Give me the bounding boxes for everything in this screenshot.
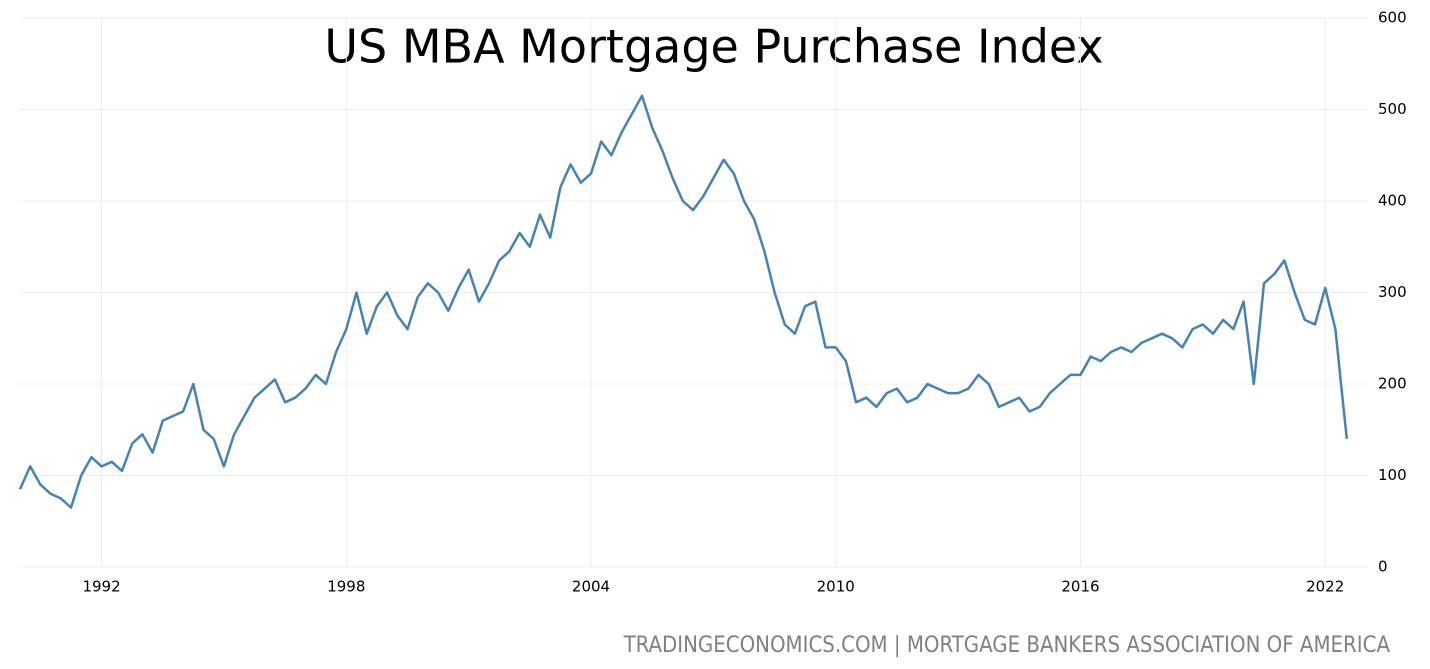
- x-tick-label: 2022: [1306, 578, 1344, 596]
- x-tick-label: 2010: [817, 578, 855, 596]
- y-tick-label: 100: [1378, 466, 1407, 484]
- y-tick-label: 400: [1378, 192, 1407, 210]
- y-tick-label: 0: [1378, 558, 1388, 576]
- x-tick-label: 2016: [1061, 578, 1099, 596]
- x-tick-label: 1998: [327, 578, 365, 596]
- source: TRADINGECONOMICS.COM | MORTGAGE BANKERS …: [623, 633, 1391, 658]
- y-tick-label: 300: [1378, 283, 1407, 301]
- y-tick-label: 600: [1378, 9, 1407, 27]
- y-tick-label: 500: [1378, 100, 1407, 118]
- x-tick-label: 1992: [82, 578, 120, 596]
- y-tick-label: 200: [1378, 375, 1407, 393]
- chart-title: US MBA Mortgage Purchase Index: [324, 20, 1103, 74]
- x-tick-label: 2004: [572, 578, 610, 596]
- data-line: [18, 94, 1349, 509]
